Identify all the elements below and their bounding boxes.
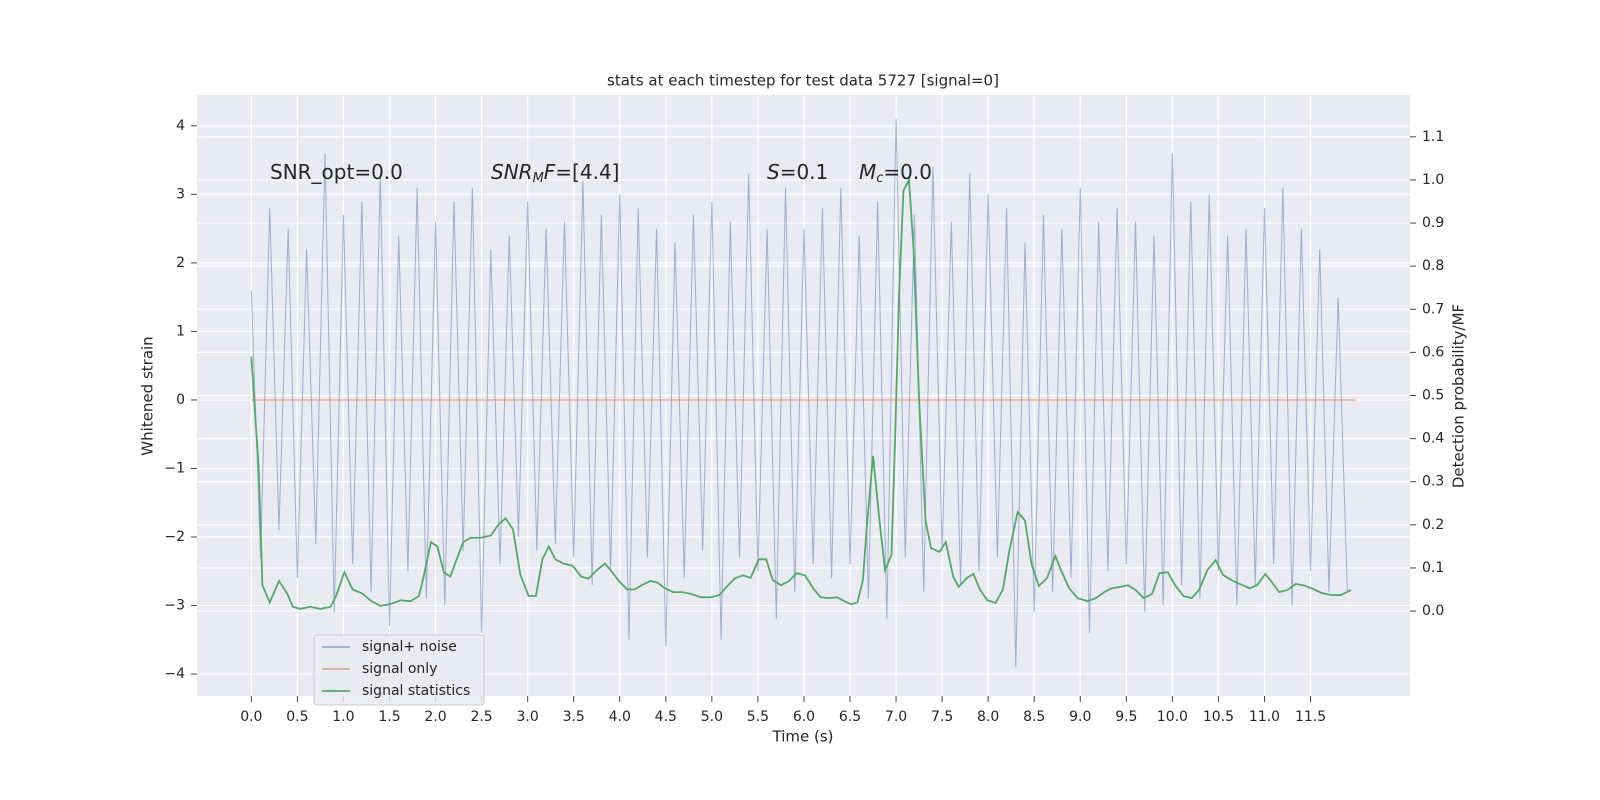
legend-label: signal only <box>362 661 437 677</box>
x-axis-label: Time (s) <box>772 728 834 746</box>
y2-tick-label: 0.3 <box>1422 474 1444 490</box>
annotation-part: =0.0 <box>883 160 932 184</box>
annotation-part: c <box>876 171 883 186</box>
legend: signal+ noise signal only signal statistic… <box>313 634 485 706</box>
x-tick-label: 11.5 <box>1295 709 1326 725</box>
y-tick-label: 1 <box>176 323 185 339</box>
x-tick-label: 2.0 <box>424 709 446 725</box>
y-tick-label: −3 <box>164 598 185 614</box>
x-tick-label: 5.0 <box>701 709 723 725</box>
x-tick-label: 3.5 <box>563 709 585 725</box>
x-tick-label: 7.5 <box>931 709 953 725</box>
x-tick-label: 6.0 <box>793 709 815 725</box>
x-tick-label: 11.0 <box>1249 709 1280 725</box>
overlay: 0.0 0.5 1.0 1.5 2.0 2.5 3.0 3.5 4.0 4.5 5.0 5.5 6.0 6… <box>164 118 1444 725</box>
x-tick-label: 4.0 <box>609 709 631 725</box>
annotation: Mc=0.0 <box>859 160 932 186</box>
x-tick-label: 1.5 <box>378 709 400 725</box>
annotation: S=0.1 <box>767 160 828 184</box>
annotation-part: F <box>544 160 556 184</box>
legend-label: signal+ noise <box>362 639 457 655</box>
y-tick-label: −2 <box>164 529 185 545</box>
y-tick-label: 0 <box>176 392 185 408</box>
annotation-part: SNR <box>491 160 533 184</box>
x-tick-label: 7.0 <box>885 709 907 725</box>
y2-tick-label: 0.9 <box>1422 215 1444 231</box>
annotation-part: SNR_opt=0.0 <box>270 160 403 184</box>
annotation-part: S <box>767 160 780 184</box>
y-tick-label: 2 <box>176 255 185 271</box>
x-tick-label: 8.5 <box>1023 709 1045 725</box>
y2-tick-label: 1.1 <box>1422 129 1444 145</box>
annotation-part: M <box>859 160 876 184</box>
y-tick-label: 4 <box>176 118 185 134</box>
x-tick-label: 10.0 <box>1157 709 1188 725</box>
annotation: SNR_opt=0.0 <box>270 160 403 184</box>
x-tick-label: 4.5 <box>655 709 677 725</box>
annotation-part: =0.1 <box>780 160 829 184</box>
x-tick-label: 9.5 <box>1115 709 1137 725</box>
y2-tick-label: 0.0 <box>1422 603 1444 619</box>
y2-tick-label: 0.5 <box>1422 388 1444 404</box>
x-tick-label: 9.0 <box>1069 709 1091 725</box>
y2-tick-label: 0.4 <box>1422 431 1444 447</box>
x-tick-label: 1.0 <box>332 709 354 725</box>
y2-tick-label: 0.2 <box>1422 517 1444 533</box>
y2-tick-label: 0.1 <box>1422 560 1444 576</box>
legend-box <box>313 634 485 706</box>
x-tick-label: 2.5 <box>470 709 492 725</box>
series-layer <box>250 118 1356 668</box>
annotation: SNRMF=[4.4] <box>491 160 619 186</box>
y-tick-label: −1 <box>164 460 185 476</box>
y-tick-label: −4 <box>164 666 185 682</box>
y2-tick-label: 0.7 <box>1422 301 1444 317</box>
x-tick-label: 5.5 <box>747 709 769 725</box>
x-tick-label: 8.0 <box>977 709 999 725</box>
y-tick-label: 3 <box>176 186 185 202</box>
y2-tick-label: 0.8 <box>1422 258 1444 274</box>
legend-label: signal statistics <box>362 683 470 699</box>
chart-title: stats at each timestep for test data 572… <box>607 72 999 90</box>
annotation-part: M <box>533 171 544 186</box>
y2-axis-label: Detection probability/MF <box>1450 304 1468 488</box>
series-line <box>250 176 1352 610</box>
x-tick-label: 3.0 <box>517 709 539 725</box>
x-tick-label: 0.5 <box>286 709 308 725</box>
y2-tick-label: 0.6 <box>1422 344 1444 360</box>
y-axis-label: Whitened strain <box>139 336 157 455</box>
annotation-part: =[4.4] <box>555 160 619 184</box>
x-tick-label: 10.5 <box>1203 709 1234 725</box>
x-tick-label: 0.0 <box>240 709 262 725</box>
series-line <box>250 118 1348 668</box>
x-tick-label: 6.5 <box>839 709 861 725</box>
y2-tick-label: 1.0 <box>1422 172 1444 188</box>
